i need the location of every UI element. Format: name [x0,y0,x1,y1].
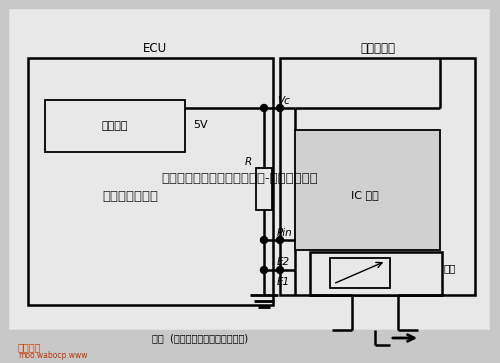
Text: 压力传感器: 压力传感器 [360,41,396,54]
Text: E2: E2 [277,257,290,267]
Bar [330,258,390,288]
Text: 5V: 5V [192,120,208,130]
Text: 感器的工作原理: 感器的工作原理 [102,189,158,203]
Circle shape [276,266,283,273]
Text: 木北创稿: 木北创稿 [18,342,42,352]
Text: 压敏: 压敏 [443,263,456,273]
Bar [256,168,272,210]
Text: moo.wabocp.www: moo.wabocp.www [18,351,87,360]
Bar [295,130,440,250]
Circle shape [260,266,268,273]
Text: IC 合辙: IC 合辙 [351,190,379,200]
Text: ECU: ECU [143,41,167,54]
Bar [28,58,273,305]
Circle shape [260,105,268,111]
Bar [280,58,475,295]
Text: Pin: Pin [277,228,293,238]
Text: Vc: Vc [277,96,290,106]
Text: 汽车压力传感器的工作原理图-汽车压力传感: 汽车压力传感器的工作原理图-汽车压力传感 [162,171,318,184]
Text: E1: E1 [277,277,290,287]
Circle shape [276,237,283,244]
Text: 稳压电路: 稳压电路 [102,121,128,131]
Bar [45,100,185,152]
Circle shape [276,105,283,111]
Text: 压力  (被测介质管路处的被测压力): 压力 (被测介质管路处的被测压力) [152,333,248,343]
Bar [310,252,442,295]
Bar [10,10,488,328]
Text: R: R [244,157,252,167]
Circle shape [260,237,268,244]
